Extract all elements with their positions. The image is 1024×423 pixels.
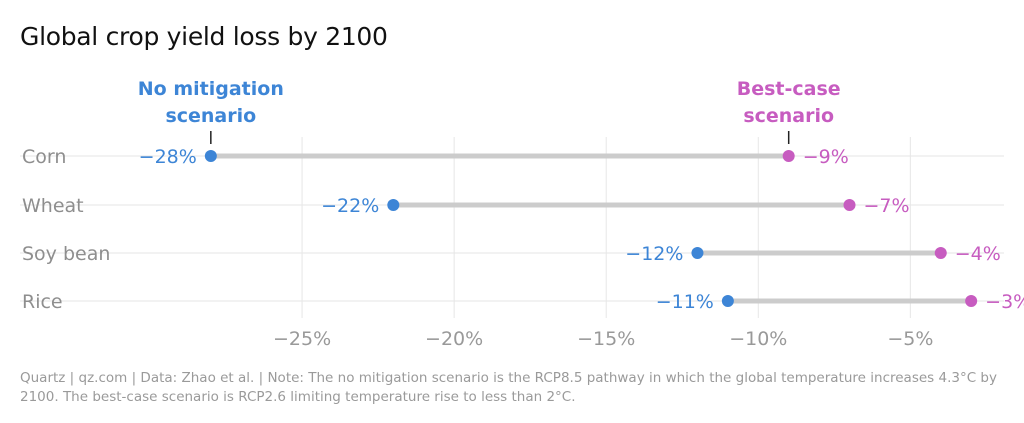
best-case-annotation: Best-case scenario	[737, 78, 841, 144]
x-tick-label: −15%	[577, 328, 635, 350]
data-row: Corn −28% −9%	[22, 146, 849, 168]
best-case-value-label: −3%	[985, 291, 1024, 313]
best-case-value-label: −7%	[864, 195, 910, 217]
data-row: Rice −11% −3%	[22, 291, 1024, 313]
no-mitigation-value-label: −11%	[656, 291, 714, 313]
best-case-value-label: −4%	[955, 243, 1001, 265]
data-row: Soy bean −12% −4%	[22, 243, 1001, 265]
best-case-point	[843, 199, 856, 211]
x-tick-label: −5%	[887, 328, 933, 350]
x-tick-label: −10%	[729, 328, 787, 350]
annotation-text: scenario	[165, 105, 256, 127]
no-mitigation-point	[387, 199, 400, 211]
annotation-text: scenario	[743, 105, 834, 127]
no-mitigation-point	[721, 295, 734, 307]
no-mitigation-value-label: −12%	[625, 243, 683, 265]
category-label: Rice	[22, 291, 63, 313]
no-mitigation-value-label: −22%	[321, 195, 379, 217]
no-mitigation-value-label: −28%	[139, 146, 197, 168]
chart-title: Global crop yield loss by 2100	[20, 22, 388, 51]
category-label: Soy bean	[22, 243, 110, 265]
no-mitigation-annotation: No mitigation scenario	[138, 78, 284, 144]
best-case-point	[965, 295, 978, 307]
data-row: Wheat −22% −7%	[22, 195, 910, 217]
category-label: Wheat	[22, 195, 84, 217]
annotation-text: Best-case	[737, 78, 841, 100]
no-mitigation-point	[691, 247, 704, 259]
best-case-value-label: −9%	[803, 146, 849, 168]
best-case-point	[782, 150, 795, 162]
source-note: Quartz | qz.com | Data: Zhao et al. | No…	[20, 370, 997, 405]
category-label: Corn	[22, 146, 66, 168]
annotation-text: No mitigation	[138, 78, 284, 100]
x-tick-label: −25%	[273, 328, 331, 350]
x-tick-label: −20%	[425, 328, 483, 350]
no-mitigation-point	[204, 150, 217, 162]
best-case-point	[934, 247, 947, 259]
